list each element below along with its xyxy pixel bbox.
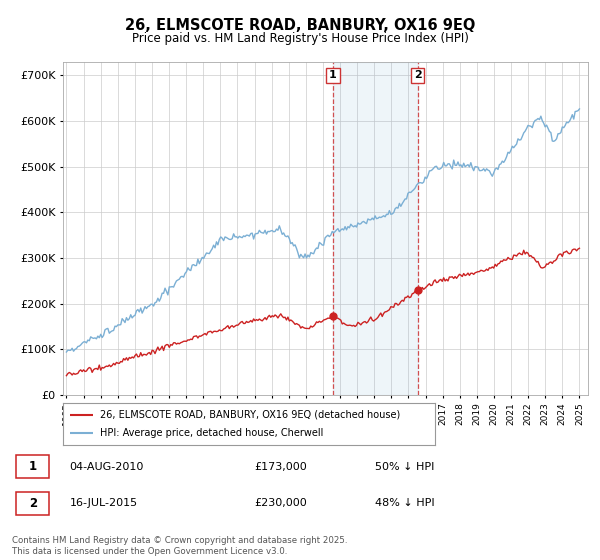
Text: Contains HM Land Registry data © Crown copyright and database right 2025.
This d: Contains HM Land Registry data © Crown c… (12, 536, 347, 556)
Text: 16-JUL-2015: 16-JUL-2015 (70, 498, 138, 508)
Text: 04-AUG-2010: 04-AUG-2010 (70, 462, 144, 472)
Text: £173,000: £173,000 (254, 462, 307, 472)
Text: 1: 1 (329, 71, 337, 80)
Bar (333, 62, 418, 395)
Text: 2: 2 (414, 71, 422, 80)
Text: 2: 2 (29, 497, 37, 510)
FancyBboxPatch shape (16, 492, 49, 515)
FancyBboxPatch shape (16, 455, 49, 478)
Text: 1: 1 (29, 460, 37, 473)
Text: 50% ↓ HPI: 50% ↓ HPI (375, 462, 434, 472)
Text: HPI: Average price, detached house, Cherwell: HPI: Average price, detached house, Cher… (100, 428, 323, 438)
Text: 48% ↓ HPI: 48% ↓ HPI (375, 498, 434, 508)
Text: £230,000: £230,000 (254, 498, 307, 508)
Text: 26, ELMSCOTE ROAD, BANBURY, OX16 9EQ: 26, ELMSCOTE ROAD, BANBURY, OX16 9EQ (125, 18, 475, 33)
Text: 26, ELMSCOTE ROAD, BANBURY, OX16 9EQ (detached house): 26, ELMSCOTE ROAD, BANBURY, OX16 9EQ (de… (100, 410, 400, 420)
Text: Price paid vs. HM Land Registry's House Price Index (HPI): Price paid vs. HM Land Registry's House … (131, 32, 469, 45)
